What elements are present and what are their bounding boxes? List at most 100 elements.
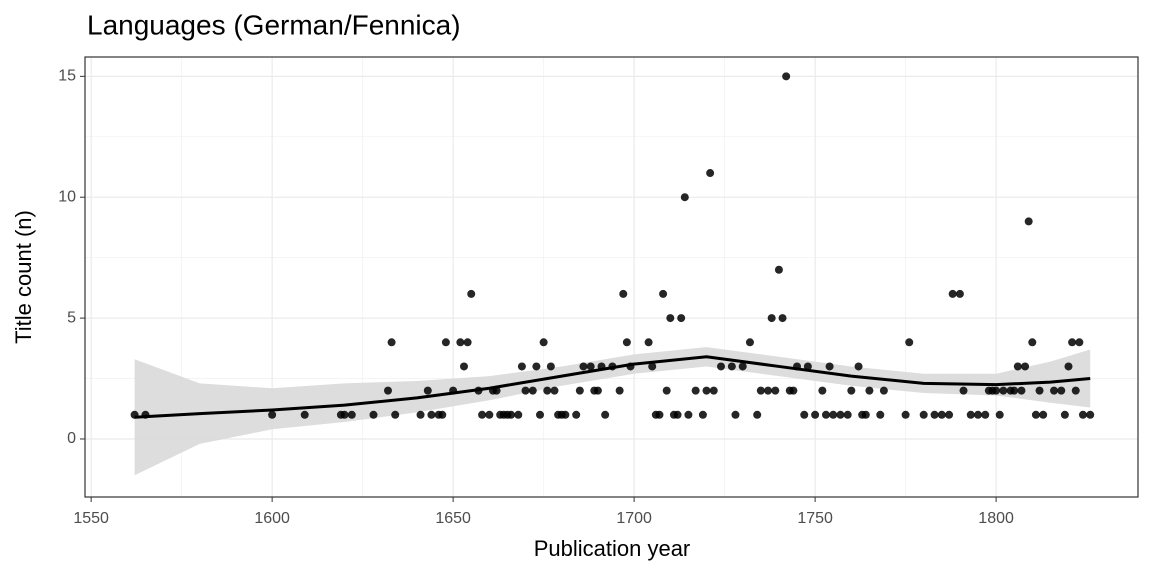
point bbox=[514, 410, 523, 419]
point bbox=[745, 338, 754, 347]
y-axis-label: Title count (n) bbox=[11, 210, 36, 344]
point bbox=[1013, 362, 1022, 371]
plot-border bbox=[84, 56, 1139, 498]
point bbox=[536, 410, 545, 419]
point bbox=[1064, 362, 1073, 371]
point bbox=[1039, 410, 1048, 419]
point bbox=[1060, 410, 1069, 419]
point bbox=[698, 410, 707, 419]
point bbox=[937, 410, 946, 419]
point bbox=[268, 410, 277, 419]
point bbox=[1028, 338, 1037, 347]
point bbox=[1075, 338, 1084, 347]
point bbox=[680, 193, 689, 202]
point bbox=[659, 289, 668, 298]
point bbox=[818, 386, 827, 395]
point bbox=[550, 386, 559, 395]
point bbox=[1035, 386, 1044, 395]
point bbox=[467, 289, 476, 298]
point bbox=[1068, 338, 1077, 347]
point bbox=[387, 338, 396, 347]
point bbox=[901, 410, 910, 419]
chart-title: Languages (German/Fennica) bbox=[87, 9, 461, 40]
point bbox=[1057, 386, 1066, 395]
point bbox=[539, 338, 548, 347]
point bbox=[803, 362, 812, 371]
point bbox=[764, 386, 773, 395]
point bbox=[1031, 410, 1040, 419]
point bbox=[966, 410, 975, 419]
point bbox=[441, 338, 450, 347]
point bbox=[615, 386, 624, 395]
point bbox=[1050, 386, 1059, 395]
point bbox=[836, 410, 845, 419]
point bbox=[843, 410, 852, 419]
point bbox=[1078, 410, 1087, 419]
point bbox=[847, 386, 856, 395]
x-tick-label: 1550 bbox=[73, 510, 109, 527]
point bbox=[829, 410, 838, 419]
point bbox=[919, 410, 928, 419]
point bbox=[992, 386, 1001, 395]
point bbox=[423, 386, 432, 395]
point bbox=[789, 386, 798, 395]
point bbox=[619, 289, 628, 298]
point bbox=[800, 410, 809, 419]
point bbox=[865, 386, 874, 395]
point bbox=[1010, 386, 1019, 395]
point bbox=[572, 410, 581, 419]
point bbox=[391, 410, 400, 419]
point bbox=[593, 386, 602, 395]
point bbox=[995, 410, 1004, 419]
point bbox=[876, 410, 885, 419]
point bbox=[655, 410, 664, 419]
point bbox=[586, 362, 595, 371]
point bbox=[905, 338, 914, 347]
point bbox=[463, 338, 472, 347]
point bbox=[1024, 217, 1033, 226]
point bbox=[959, 386, 968, 395]
point bbox=[521, 386, 530, 395]
point bbox=[811, 410, 820, 419]
point bbox=[622, 338, 631, 347]
point bbox=[485, 410, 494, 419]
point bbox=[782, 72, 791, 81]
point bbox=[753, 410, 762, 419]
x-tick-label: 1750 bbox=[797, 510, 833, 527]
point bbox=[999, 386, 1008, 395]
point bbox=[528, 386, 537, 395]
x-tick-label: 1600 bbox=[254, 510, 290, 527]
point bbox=[771, 386, 780, 395]
point bbox=[974, 410, 983, 419]
point bbox=[478, 410, 487, 419]
point bbox=[575, 386, 584, 395]
point bbox=[543, 386, 552, 395]
point bbox=[300, 410, 309, 419]
point bbox=[854, 362, 863, 371]
point bbox=[459, 362, 468, 371]
point bbox=[738, 362, 747, 371]
point bbox=[673, 410, 682, 419]
y-tick-label: 5 bbox=[67, 309, 76, 326]
x-tick-label: 1800 bbox=[978, 510, 1014, 527]
point bbox=[727, 362, 736, 371]
x-tick-label: 1700 bbox=[616, 510, 652, 527]
point bbox=[861, 410, 870, 419]
point bbox=[662, 386, 671, 395]
point bbox=[1017, 386, 1026, 395]
point bbox=[369, 410, 378, 419]
point bbox=[716, 362, 725, 371]
point bbox=[507, 410, 516, 419]
point bbox=[416, 410, 425, 419]
point bbox=[691, 386, 700, 395]
confidence-band bbox=[134, 347, 1091, 476]
point bbox=[684, 410, 693, 419]
point bbox=[456, 338, 465, 347]
point bbox=[546, 362, 555, 371]
point bbox=[756, 386, 765, 395]
point bbox=[601, 410, 610, 419]
point bbox=[517, 362, 526, 371]
y-tick-label: 15 bbox=[58, 68, 76, 85]
point bbox=[821, 410, 830, 419]
